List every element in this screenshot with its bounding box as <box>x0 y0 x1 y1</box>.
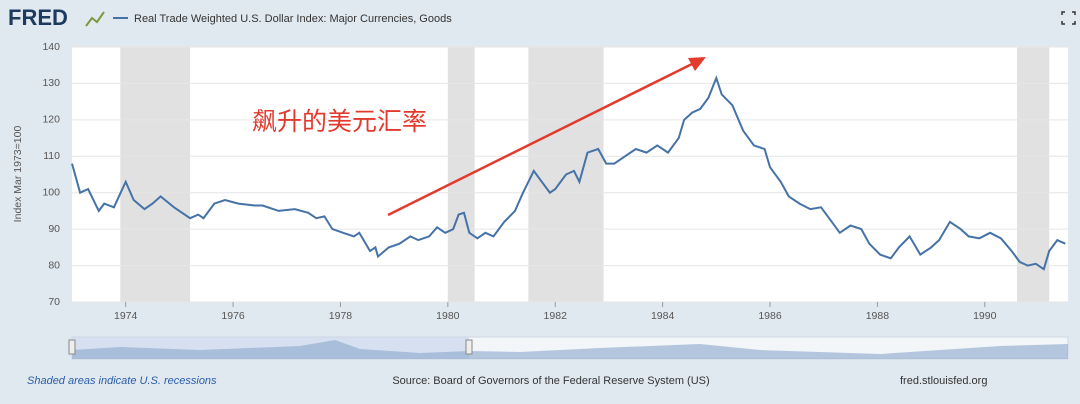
annotation: 飙升的美元汇率 <box>252 107 427 136</box>
y-tick-label: 70 <box>48 296 60 308</box>
data-line <box>71 75 1066 271</box>
x-tick-label: 1986 <box>758 310 782 322</box>
navigator-handle[interactable] <box>68 339 76 355</box>
recession-band <box>120 47 191 302</box>
annotation-arrow <box>387 62 693 217</box>
site-link[interactable]: fred.stlouisfed.org <box>900 375 987 387</box>
x-tick-label: 1978 <box>329 310 353 322</box>
navigator-handle[interactable] <box>465 339 473 355</box>
y-tick-label: 120 <box>42 114 60 126</box>
legend-label: Real Trade Weighted U.S. Dollar Index: M… <box>134 13 452 25</box>
x-tick-label: 1974 <box>114 310 138 322</box>
x-tick-label: 1988 <box>866 310 890 322</box>
logo: FRED <box>8 5 68 30</box>
y-axis-label: Index Mar 1973=100 <box>12 126 24 223</box>
y-tick-label: 110 <box>43 150 60 162</box>
x-tick-label: 1984 <box>651 310 675 322</box>
x-tick-label: 1980 <box>436 310 460 322</box>
recession-note: Shaded areas indicate U.S. recessions <box>27 375 217 387</box>
y-tick-label: 90 <box>48 223 60 235</box>
x-tick-label: 1990 <box>973 310 997 322</box>
x-tick-label: 1976 <box>221 310 245 322</box>
source: Source: Board of Governors of the Federa… <box>392 375 709 387</box>
y-tick-label: 100 <box>42 186 60 198</box>
y-tick-label: 130 <box>42 77 60 89</box>
logo-icon <box>85 11 105 27</box>
y-tick-label: 80 <box>48 259 60 271</box>
fullscreen-icon[interactable] <box>1061 11 1076 25</box>
x-tick-label: 1982 <box>544 310 568 322</box>
y-tick-label: 140 <box>42 41 60 53</box>
recession-band <box>1016 47 1050 302</box>
annotation-arrowhead <box>688 57 706 71</box>
navigator-preview <box>72 340 1068 359</box>
